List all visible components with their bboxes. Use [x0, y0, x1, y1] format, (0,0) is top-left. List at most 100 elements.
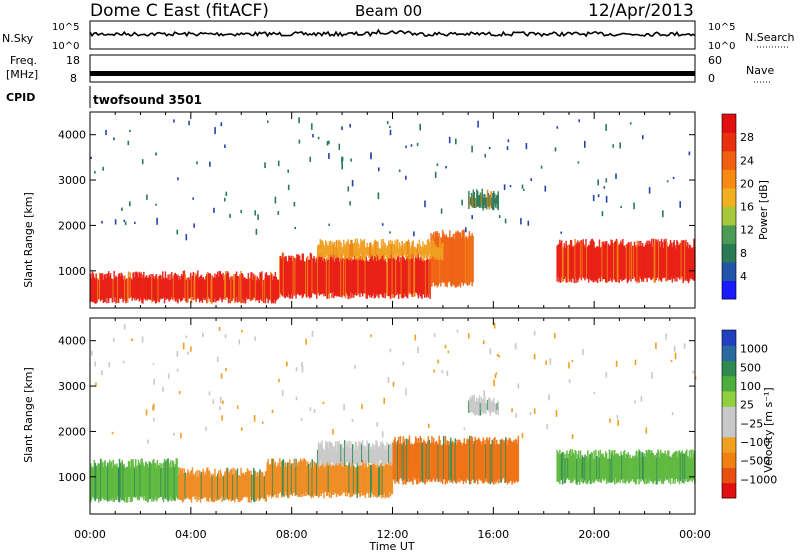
- velocity-band-0-cell: [134, 468, 136, 497]
- power-band-3-cell: [346, 242, 349, 259]
- velocity-band-5-cell: [681, 450, 683, 483]
- power-band-3-cell: [326, 245, 329, 257]
- power-scatter-cell: [349, 123, 351, 128]
- velocity-scatter-cell: [554, 333, 556, 339]
- velocity-band-5-cell: [690, 449, 692, 480]
- nsky-trace: [89, 28, 696, 38]
- power-band-3-cell: [384, 243, 386, 258]
- power-scatter-cell: [461, 199, 463, 206]
- power-band-1-cell: [427, 259, 430, 298]
- power-band-1-cell: [366, 260, 368, 299]
- velocity-band-2-cell: [271, 459, 274, 497]
- power-band-3-cell: [327, 246, 330, 260]
- power-band-4-cell: [659, 247, 662, 281]
- velocity-band-2-cell: [308, 467, 311, 496]
- power-band-0-cell: [184, 274, 186, 301]
- power-band-4-cell: [572, 246, 575, 279]
- power-band-0-cell: [103, 274, 105, 303]
- velocity-band-2-cell: [321, 460, 323, 493]
- velocity-band-6-cell: [486, 400, 489, 410]
- power-band-4-cell: [599, 248, 602, 282]
- power-band-0-cell: [201, 278, 204, 303]
- velocity-band-5-cell: [677, 451, 680, 480]
- velocity-band-3-cell: [389, 443, 392, 461]
- power-band-0-cell: [262, 280, 265, 303]
- power-band-0-cell: [275, 276, 277, 301]
- power-scatter-cell: [255, 228, 258, 235]
- velocity-scatter-cell: [402, 438, 405, 442]
- power-band-0-cell: [142, 274, 144, 304]
- power-scatter-cell: [370, 152, 372, 157]
- velocity-band-0-cell: [92, 468, 95, 498]
- power-scatter-cell: [326, 141, 329, 146]
- velocity-scatter-cell: [295, 367, 298, 371]
- power-band-0-cell: [248, 278, 250, 299]
- power-band-4-cell: [674, 245, 676, 282]
- power-band-4-cell: [643, 246, 646, 278]
- power-band-3-cell: [324, 246, 326, 256]
- power-band-3-cell: [386, 245, 388, 261]
- velocity-band-1-cell: [237, 476, 240, 502]
- velocity-band-1-cell: [180, 470, 183, 501]
- velocity-band-5-cell: [600, 454, 602, 483]
- velocity-band-3-cell: [390, 446, 393, 466]
- power-band-0-cell: [277, 279, 279, 300]
- velocity-scatter-cell: [489, 348, 492, 355]
- power-band-1-cell: [425, 259, 428, 298]
- velocity-band-4-cell: [496, 439, 498, 482]
- velocity-band-4-cell: [478, 437, 480, 479]
- velocity-band-0-cell: [169, 467, 171, 501]
- power-scatter-cell: [328, 223, 330, 226]
- velocity-scatter-cell: [634, 400, 636, 404]
- power-band-0-cell: [100, 274, 103, 300]
- power-band-0-cell: [274, 272, 277, 304]
- velocity-band-3-cell: [349, 448, 351, 461]
- time-tick-label: 00:00: [679, 528, 711, 541]
- power-band-4-cell: [560, 240, 563, 278]
- velocity-band-1-cell: [191, 467, 194, 497]
- velocity-band-2-cell: [338, 462, 340, 497]
- power-scatter-cell: [629, 122, 632, 125]
- velocity-band-5-cell: [631, 458, 633, 480]
- power-band-1-cell: [378, 257, 380, 299]
- velocity-scatter-cell: [152, 363, 155, 366]
- power-band-4-cell: [565, 240, 567, 283]
- velocity-band-4-cell: [477, 439, 479, 485]
- velocity-scatter-cell: [582, 349, 584, 356]
- power-band-0-cell: [91, 271, 94, 303]
- velocity-band-2-cell: [314, 462, 316, 496]
- velocity-band-5-cell: [578, 457, 581, 485]
- velocity-band-3-cell: [336, 441, 339, 466]
- power-band-0-cell: [253, 273, 255, 298]
- velocity-band-0-cell: [117, 468, 120, 502]
- velocity-band-5-cell: [624, 457, 627, 484]
- velocity-band-5-cell: [573, 455, 575, 479]
- velocity-band-0-cell: [101, 462, 104, 497]
- power-band-3-cell: [421, 247, 423, 260]
- power-band-0-cell: [227, 272, 230, 304]
- power-band-2-cell: [458, 232, 461, 285]
- velocity-band-0-cell: [170, 460, 172, 497]
- velocity-band-0-cell: [111, 467, 114, 498]
- power-scatter-cell: [672, 176, 675, 179]
- power-band-4-cell: [640, 240, 642, 279]
- power-band-4-cell: [563, 243, 566, 279]
- velocity-band-3-cell: [353, 449, 356, 462]
- power-band-4-cell: [595, 247, 597, 282]
- power-band-3-cell: [415, 248, 418, 256]
- power-colorbar-swatch: [722, 151, 736, 170]
- power-scatter-cell: [293, 201, 296, 207]
- velocity-band-3-cell: [377, 447, 379, 463]
- power-band-0-cell: [126, 278, 128, 302]
- power-scatter-cell: [633, 202, 635, 210]
- velocity-band-4-cell: [446, 440, 448, 484]
- velocity-band-3-cell: [378, 445, 380, 467]
- power-band-1-cell: [317, 253, 320, 293]
- velocity-band-4-cell: [411, 443, 413, 483]
- velocity-band-5-cell: [659, 457, 661, 482]
- power-band-0-cell: [95, 273, 97, 304]
- velocity-band-4-cell: [453, 443, 456, 481]
- velocity-band-1-cell: [232, 474, 234, 500]
- velocity-band-3-cell: [375, 440, 377, 460]
- power-band-0-cell: [223, 280, 225, 300]
